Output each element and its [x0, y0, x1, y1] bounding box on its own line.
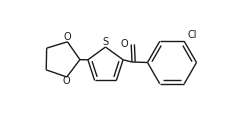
Text: O: O: [121, 39, 129, 49]
Text: S: S: [102, 37, 109, 47]
Text: O: O: [63, 32, 71, 42]
Text: O: O: [63, 77, 70, 86]
Text: Cl: Cl: [188, 31, 197, 40]
